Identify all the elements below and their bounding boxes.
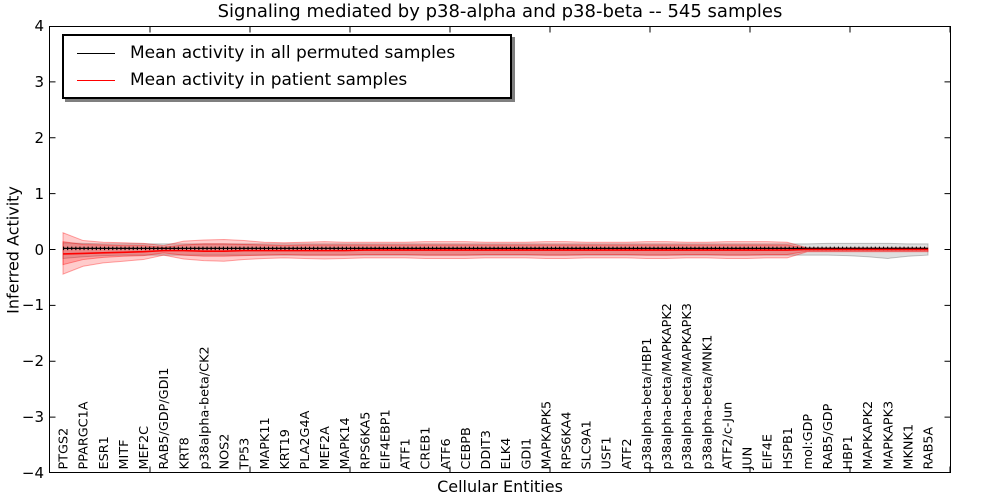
entity-label: MAPKAPK5 bbox=[539, 401, 554, 470]
entity-label: ATF1 bbox=[399, 438, 414, 469]
plot-area: PTGS2 PPARGC1A ESR1 MITF MEF2C RAB5/GDP/GDI1 K… bbox=[49, 25, 951, 474]
entity-label: HBP1 bbox=[841, 435, 856, 469]
y-tick-label: −1 bbox=[21, 296, 44, 315]
chart-canvas: PTGS2 PPARGC1A ESR1 MITF MEF2C RAB5/GDP/GDI1 K… bbox=[49, 25, 951, 474]
entity-label: p38alpha-beta/CK2 bbox=[197, 346, 212, 469]
entity-label: p38alpha-beta/MAPKAPK2 bbox=[660, 303, 675, 469]
entity-label: PTGS2 bbox=[57, 428, 72, 470]
entity-label: ESR1 bbox=[97, 436, 112, 469]
entity-label: ATF2 bbox=[620, 438, 635, 469]
legend-label-permuted: Mean activity in all permuted samples bbox=[130, 43, 456, 63]
entity-label: RAB5A bbox=[922, 426, 937, 469]
entity-label: KRT19 bbox=[278, 429, 293, 469]
patient-line-sample bbox=[77, 79, 115, 81]
entity-label: RPS6KA5 bbox=[358, 412, 373, 470]
plot-frame bbox=[49, 26, 951, 473]
entity-label: p38alpha-beta/MAPKAPK3 bbox=[680, 303, 695, 469]
entity-label: GDI1 bbox=[519, 438, 534, 470]
entity-label: MAPKAPK2 bbox=[861, 401, 876, 470]
entity-label: HSPB1 bbox=[781, 427, 796, 469]
entity-label: NOS2 bbox=[218, 434, 233, 470]
entity-label: MAPK11 bbox=[258, 417, 273, 469]
entity-label: TP53 bbox=[238, 438, 253, 471]
entity-label: USF1 bbox=[600, 437, 615, 470]
entity-label: CREB1 bbox=[419, 427, 434, 470]
entity-label: EIF4EBP1 bbox=[378, 409, 393, 469]
entity-label: JUN bbox=[741, 447, 756, 471]
y-tick-label: 1 bbox=[34, 184, 44, 203]
entity-label: RAB5/GDP bbox=[821, 403, 836, 469]
entity-label: RAB5/GDP/GDI1 bbox=[157, 368, 172, 470]
entity-label: MEF2A bbox=[318, 426, 333, 470]
permuted-line-sample bbox=[77, 52, 115, 54]
entity-label: p38alpha-beta/MNK1 bbox=[700, 335, 715, 470]
entity-label: MITF bbox=[117, 440, 132, 470]
entity-label: RPS6KA4 bbox=[560, 412, 575, 470]
y-tick-label: 4 bbox=[34, 17, 44, 35]
entity-label: MAPK14 bbox=[338, 417, 353, 469]
entity-label: EIF4E bbox=[761, 434, 776, 469]
entity-label: p38alpha-beta/HBP1 bbox=[640, 338, 655, 470]
y-tick-label: 0 bbox=[34, 240, 44, 259]
x-axis-label: Cellular Entities bbox=[437, 477, 563, 496]
entity-label: DDIT3 bbox=[479, 430, 494, 469]
entity-label: ATF6 bbox=[439, 438, 454, 469]
y-tick-label: −4 bbox=[21, 464, 44, 482]
legend: Mean activity in all permuted samples Me… bbox=[62, 34, 512, 99]
entity-label: SLC9A1 bbox=[580, 420, 595, 469]
y-tick-label: −3 bbox=[21, 408, 44, 427]
legend-item-permuted: Mean activity in all permuted samples bbox=[64, 43, 510, 63]
entity-label: KRT8 bbox=[177, 437, 192, 469]
entity-label: mol:GDP bbox=[801, 414, 816, 470]
y-tick-label: 2 bbox=[34, 128, 44, 147]
entity-label: MAPKAPK3 bbox=[881, 401, 896, 470]
patient-mean-line bbox=[62, 248, 928, 255]
entity-label: PPARGC1A bbox=[77, 401, 92, 469]
chart-title: Signaling mediated by p38-alpha and p38-… bbox=[217, 1, 783, 22]
entity-label: CEBPB bbox=[459, 427, 474, 469]
patient-outer-band bbox=[62, 232, 929, 275]
entity-label: PLA2G4A bbox=[298, 410, 313, 469]
entity-label: MEF2C bbox=[137, 426, 152, 470]
legend-item-patient: Mean activity in patient samples bbox=[64, 70, 510, 90]
entity-label: ELK4 bbox=[499, 438, 514, 470]
y-tick-label: 3 bbox=[34, 72, 44, 91]
entity-label: MKNK1 bbox=[901, 424, 916, 470]
legend-label-patient: Mean activity in patient samples bbox=[130, 70, 408, 90]
y-tick-label: −2 bbox=[21, 352, 44, 371]
entity-label: ATF2/c-Jun bbox=[720, 402, 735, 470]
